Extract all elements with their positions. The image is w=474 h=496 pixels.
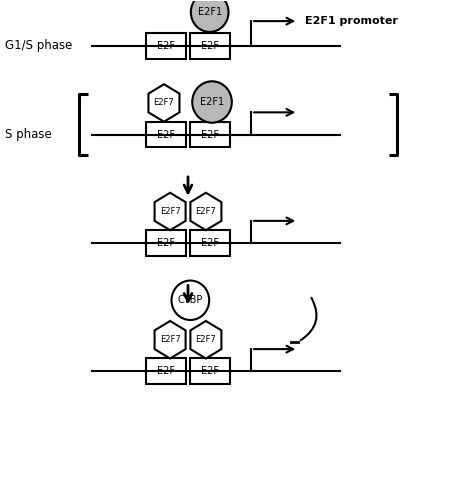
Polygon shape — [191, 321, 221, 359]
FancyBboxPatch shape — [190, 122, 230, 147]
Text: E2F1 promoter: E2F1 promoter — [305, 16, 398, 26]
Polygon shape — [155, 321, 186, 359]
Text: E2F: E2F — [157, 367, 175, 376]
Text: E2F7: E2F7 — [154, 99, 174, 108]
FancyBboxPatch shape — [146, 122, 186, 147]
Circle shape — [191, 0, 228, 32]
FancyBboxPatch shape — [146, 359, 186, 384]
FancyBboxPatch shape — [190, 33, 230, 59]
Text: E2F: E2F — [201, 367, 219, 376]
Circle shape — [172, 281, 209, 320]
Text: E2F7: E2F7 — [160, 207, 181, 216]
Text: E2F: E2F — [157, 238, 175, 248]
Text: E2F: E2F — [201, 129, 219, 139]
Polygon shape — [191, 193, 221, 230]
Text: E2F1: E2F1 — [200, 97, 224, 107]
FancyArrowPatch shape — [301, 298, 317, 340]
Text: CTBP: CTBP — [178, 295, 203, 305]
FancyBboxPatch shape — [146, 33, 186, 59]
Text: E2F7: E2F7 — [195, 335, 216, 344]
FancyBboxPatch shape — [190, 230, 230, 256]
Text: E2F7: E2F7 — [160, 335, 181, 344]
Text: E2F1: E2F1 — [198, 7, 222, 17]
FancyBboxPatch shape — [190, 359, 230, 384]
Text: E2F: E2F — [157, 129, 175, 139]
FancyBboxPatch shape — [146, 230, 186, 256]
Text: E2F: E2F — [201, 238, 219, 248]
Polygon shape — [148, 84, 180, 122]
Text: G1/S phase: G1/S phase — [5, 39, 73, 52]
Polygon shape — [155, 193, 186, 230]
Text: E2F7: E2F7 — [195, 207, 216, 216]
Text: E2F: E2F — [201, 41, 219, 51]
Text: S phase: S phase — [5, 128, 52, 141]
Text: E2F: E2F — [157, 41, 175, 51]
Circle shape — [192, 81, 232, 123]
